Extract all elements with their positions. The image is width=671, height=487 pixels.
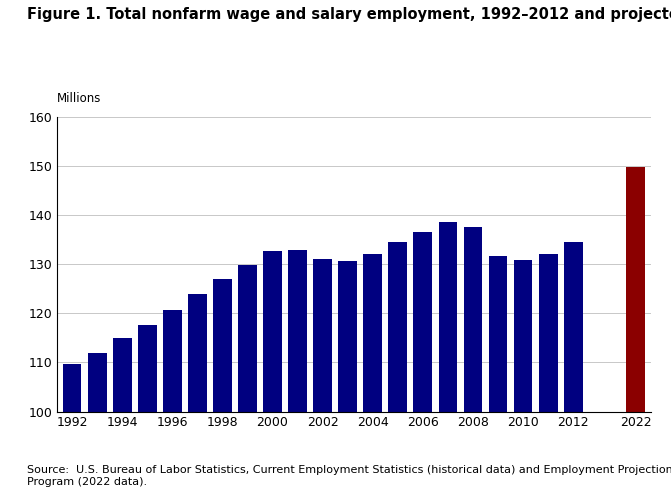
Bar	[62, 364, 81, 487]
Bar	[338, 261, 357, 487]
Bar	[138, 325, 156, 487]
Bar	[288, 250, 307, 487]
Bar	[313, 259, 332, 487]
Bar	[539, 254, 558, 487]
Text: Millions: Millions	[57, 92, 101, 105]
Bar	[439, 222, 458, 487]
Bar	[163, 310, 182, 487]
Bar	[238, 265, 257, 487]
Bar	[514, 260, 533, 487]
Bar	[188, 294, 207, 487]
Bar	[413, 232, 432, 487]
Bar	[263, 251, 282, 487]
Bar	[389, 242, 407, 487]
Bar	[464, 227, 482, 487]
Text: Source:  U.S. Bureau of Labor Statistics, Current Employment Statistics (histori: Source: U.S. Bureau of Labor Statistics,…	[27, 466, 671, 487]
Bar	[113, 338, 132, 487]
Text: Figure 1. Total nonfarm wage and salary employment, 1992–2012 and projected 2022: Figure 1. Total nonfarm wage and salary …	[27, 7, 671, 22]
Bar	[364, 254, 382, 487]
Bar	[564, 242, 582, 487]
Bar	[627, 168, 646, 487]
Bar	[488, 256, 507, 487]
Bar	[213, 279, 231, 487]
Bar	[88, 353, 107, 487]
